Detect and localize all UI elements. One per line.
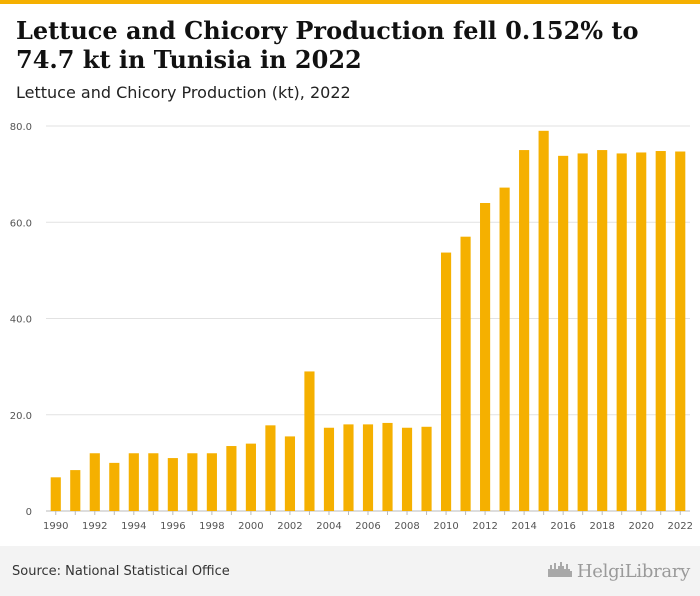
x-tick-label: 2004	[316, 521, 341, 532]
x-tick-label: 2018	[589, 521, 614, 532]
x-tick-label: 1990	[43, 521, 68, 532]
chart-area: 0 20.0 40.0 60.0 80.0 1990 1992 1994 1996 1998 20…	[0, 116, 700, 546]
bar-2004	[323, 427, 335, 511]
y-tick-label: 40.0	[10, 315, 32, 326]
city-skyline-icon	[547, 560, 573, 582]
bar-1995	[148, 453, 159, 511]
bar-1990	[50, 477, 61, 511]
x-tick-label: 1994	[121, 521, 146, 532]
bar-chart: 0 20.0 40.0 60.0 80.0 1990 1992 1994 1996 1998 20…	[10, 122, 693, 532]
bar-2006	[362, 424, 374, 511]
source-note: Source: National Statistical Office	[12, 564, 230, 579]
x-tick-label: 1992	[82, 521, 107, 532]
x-tick-label: 2002	[277, 521, 302, 532]
x-tick-label: 2014	[511, 521, 536, 532]
bar-2008	[401, 427, 413, 511]
helgi-library-logo: HelgiLibrary	[547, 560, 690, 582]
bar-2000	[245, 443, 256, 511]
chart-title: Lettuce and Chicory Production fell 0.15…	[16, 16, 639, 74]
bar-1994	[128, 453, 139, 511]
y-axis-ticks: 0 20.0 40.0 60.0 80.0	[10, 122, 32, 518]
bar-2007	[382, 422, 393, 511]
y-tick-label: 60.0	[10, 218, 32, 229]
x-tick-label: 2008	[394, 521, 419, 532]
bar-2014	[519, 150, 530, 511]
bar-2019	[616, 153, 627, 511]
x-tick-label: 2016	[550, 521, 575, 532]
y-tick-label: 80.0	[10, 122, 32, 133]
bar-2010	[440, 252, 452, 511]
bar-2015	[538, 130, 549, 511]
bar-1997	[187, 453, 198, 511]
x-tick-label: 2022	[668, 521, 693, 532]
x-tick-label: 2006	[355, 521, 380, 532]
x-tick-label: 2010	[433, 521, 458, 532]
bar-1998	[206, 453, 217, 511]
y-tick-label: 0	[26, 507, 32, 518]
bar-2022	[675, 151, 686, 511]
accent-bar	[0, 0, 700, 4]
x-tick-label: 2000	[238, 521, 263, 532]
y-tick-label: 20.0	[10, 411, 32, 422]
bar-2020	[636, 152, 647, 511]
bar-1999	[226, 446, 237, 511]
x-tick-label: 2020	[628, 521, 653, 532]
x-tick-label: 1998	[199, 521, 224, 532]
bar-2005	[343, 424, 354, 511]
logo-text: HelgiLibrary	[576, 560, 690, 582]
bar-2002	[284, 436, 296, 511]
bar-2009	[421, 426, 432, 511]
bar-1991	[70, 470, 81, 511]
bar-1996	[167, 458, 178, 511]
chart-header: Lettuce and Chicory Production fell 0.15…	[0, 4, 700, 116]
bar-2017	[577, 153, 588, 511]
bar-2011	[460, 236, 471, 511]
bar-1992	[89, 453, 100, 511]
chart-footer: Source: National Statistical Office Helg…	[0, 546, 700, 596]
bar-2012	[480, 203, 491, 511]
x-tick-label: 1996	[160, 521, 185, 532]
bar-2018	[597, 150, 608, 511]
bar-2016	[558, 155, 569, 511]
bars	[50, 130, 686, 511]
bar-2003	[304, 371, 315, 511]
bar-2013	[499, 187, 510, 511]
bar-1993	[109, 462, 120, 511]
bar-2021	[655, 151, 666, 511]
bar-2001	[265, 425, 276, 511]
x-tick-label: 2012	[472, 521, 497, 532]
x-axis-ticks: 1990 1992 1994 1996 1998 2000 2002 2004 2006 2008…	[43, 511, 693, 532]
chart-subtitle: Lettuce and Chicory Production (kt), 202…	[16, 83, 351, 102]
